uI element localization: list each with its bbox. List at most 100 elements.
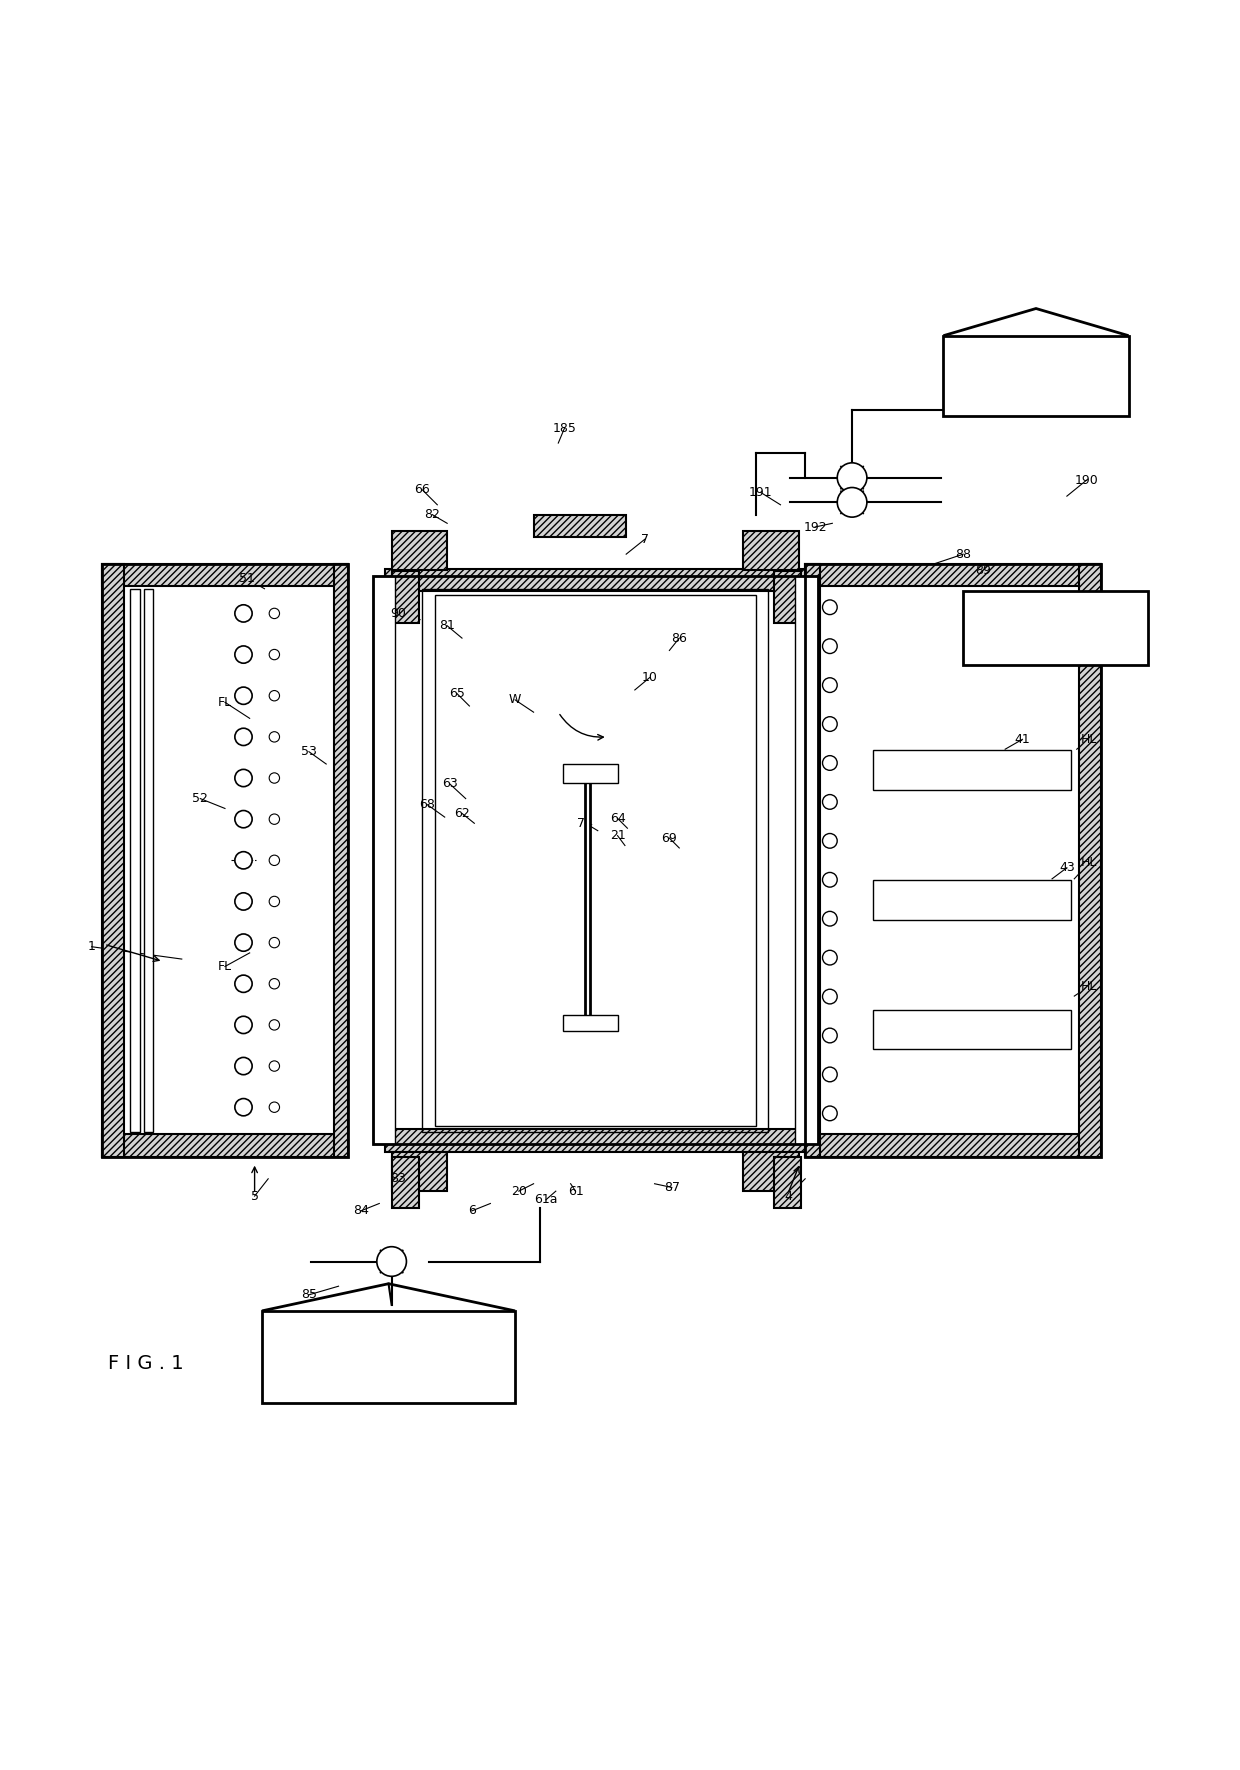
Circle shape: [837, 487, 867, 517]
Text: 51: 51: [239, 572, 255, 586]
Text: 190: 190: [1075, 474, 1099, 487]
Text: 192: 192: [804, 520, 827, 533]
Text: F I G . 1: F I G . 1: [108, 1354, 184, 1374]
Circle shape: [822, 717, 837, 731]
Circle shape: [234, 1099, 252, 1115]
Text: HL: HL: [1081, 981, 1097, 993]
Circle shape: [234, 935, 252, 950]
Bar: [102, 565, 348, 586]
Bar: [392, 572, 419, 623]
Circle shape: [234, 646, 252, 664]
Circle shape: [822, 873, 837, 887]
Bar: [873, 750, 1070, 789]
Circle shape: [234, 1057, 252, 1074]
Circle shape: [822, 1106, 837, 1120]
Text: 5: 5: [250, 1189, 259, 1202]
Bar: [373, 577, 396, 1143]
Text: 82: 82: [424, 508, 440, 520]
Bar: [563, 1014, 618, 1030]
Text: 61: 61: [568, 1184, 584, 1198]
Text: GAS: GAS: [377, 1368, 401, 1379]
Bar: [392, 1156, 419, 1209]
Bar: [744, 531, 799, 570]
Circle shape: [269, 1060, 279, 1071]
Bar: [873, 880, 1070, 920]
Circle shape: [269, 814, 279, 825]
Text: 90: 90: [389, 607, 405, 619]
Circle shape: [234, 1016, 252, 1034]
Circle shape: [822, 1067, 837, 1081]
Bar: [392, 1152, 448, 1191]
Circle shape: [269, 690, 279, 701]
Text: 10: 10: [641, 671, 657, 685]
Circle shape: [822, 639, 837, 653]
Text: 3: 3: [1127, 614, 1135, 627]
Circle shape: [822, 756, 837, 770]
Circle shape: [822, 912, 837, 926]
Circle shape: [234, 727, 252, 745]
Text: 63: 63: [441, 777, 458, 789]
Circle shape: [269, 938, 279, 947]
Text: 86: 86: [671, 632, 687, 644]
Text: EXHAUST: EXHAUST: [1007, 370, 1065, 382]
Circle shape: [269, 773, 279, 782]
Circle shape: [269, 1103, 279, 1112]
Circle shape: [269, 979, 279, 989]
Bar: [102, 565, 124, 1156]
Circle shape: [234, 851, 252, 869]
Text: 65: 65: [449, 687, 465, 701]
Circle shape: [822, 950, 837, 965]
Text: 85: 85: [301, 1289, 317, 1301]
Circle shape: [269, 731, 279, 742]
Text: 53: 53: [301, 745, 317, 758]
Circle shape: [822, 600, 837, 614]
Circle shape: [269, 609, 279, 618]
Text: 87: 87: [663, 1181, 680, 1195]
Circle shape: [822, 989, 837, 1004]
Bar: [774, 572, 801, 623]
Bar: [533, 515, 626, 536]
Text: CONTROLLER: CONTROLLER: [1018, 623, 1094, 634]
Bar: [262, 1312, 515, 1404]
Circle shape: [269, 896, 279, 906]
Text: 43: 43: [1059, 862, 1075, 874]
Text: 1: 1: [88, 940, 95, 954]
Text: 81: 81: [439, 620, 455, 632]
Text: HL: HL: [1081, 733, 1097, 745]
Bar: [1079, 565, 1101, 1156]
Text: 7: 7: [641, 533, 649, 545]
Bar: [805, 565, 820, 1156]
Text: FL: FL: [218, 959, 232, 974]
Circle shape: [822, 834, 837, 848]
Bar: [435, 595, 756, 1126]
Text: 61a: 61a: [534, 1193, 558, 1207]
Bar: [585, 768, 590, 1027]
Text: W: W: [508, 694, 521, 706]
Text: 84: 84: [353, 1204, 368, 1218]
Text: 89: 89: [975, 563, 991, 577]
Circle shape: [234, 811, 252, 828]
Text: 74: 74: [578, 816, 594, 830]
Circle shape: [269, 1020, 279, 1030]
Text: 69: 69: [661, 832, 677, 844]
Text: 66: 66: [414, 483, 430, 496]
Bar: [386, 568, 805, 591]
Bar: [373, 577, 817, 1143]
Bar: [873, 1009, 1070, 1050]
Text: 6: 6: [467, 1204, 476, 1218]
Text: 88: 88: [955, 547, 971, 561]
Bar: [102, 1135, 348, 1156]
Text: 62: 62: [454, 807, 470, 820]
Text: 191: 191: [749, 487, 773, 499]
Bar: [130, 589, 140, 1131]
Bar: [386, 1129, 805, 1152]
Circle shape: [377, 1246, 407, 1276]
Bar: [144, 589, 154, 1131]
Text: FL: FL: [218, 696, 232, 708]
Text: TREATMENT: TREATMENT: [355, 1340, 422, 1351]
Circle shape: [822, 795, 837, 809]
Bar: [334, 565, 348, 1156]
Text: 20: 20: [511, 1184, 527, 1198]
Bar: [563, 765, 618, 782]
Bar: [963, 591, 1148, 666]
